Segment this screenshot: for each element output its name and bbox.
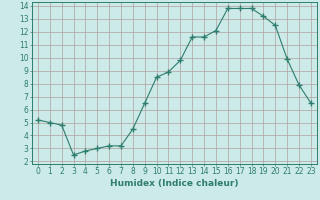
X-axis label: Humidex (Indice chaleur): Humidex (Indice chaleur) bbox=[110, 179, 239, 188]
